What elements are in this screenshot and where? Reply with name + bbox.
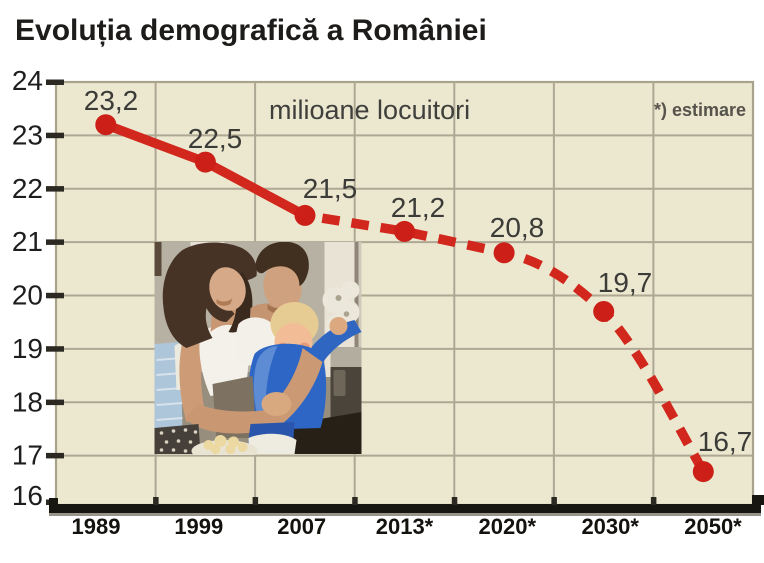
svg-text:16: 16 [12,480,43,511]
svg-text:2013*: 2013* [376,514,434,539]
svg-text:18: 18 [12,386,43,417]
svg-text:16,7: 16,7 [698,426,753,457]
svg-text:19: 19 [12,333,43,364]
svg-text:21,5: 21,5 [303,173,358,204]
svg-text:2007: 2007 [277,514,326,539]
svg-text:17: 17 [12,440,43,471]
svg-text:1989: 1989 [72,514,121,539]
svg-text:19,7: 19,7 [598,267,653,298]
svg-text:milioane locuitori: milioane locuitori [269,95,470,125]
svg-text:1999: 1999 [174,514,223,539]
svg-text:Evoluția demografică a Românie: Evoluția demografică a României [15,14,487,47]
svg-text:22,5: 22,5 [188,123,243,154]
svg-text:*) estimare: *) estimare [654,100,746,120]
svg-text:21: 21 [12,226,43,257]
svg-text:20: 20 [12,280,43,311]
svg-text:21,2: 21,2 [391,192,446,223]
svg-text:23,2: 23,2 [84,85,139,116]
svg-text:2020*: 2020* [479,514,537,539]
svg-text:23: 23 [12,119,43,150]
svg-text:20,8: 20,8 [490,212,545,243]
svg-text:2030*: 2030* [581,514,639,539]
svg-text:2050*: 2050* [684,514,742,539]
svg-text:22: 22 [12,173,43,204]
svg-text:24: 24 [12,65,43,96]
